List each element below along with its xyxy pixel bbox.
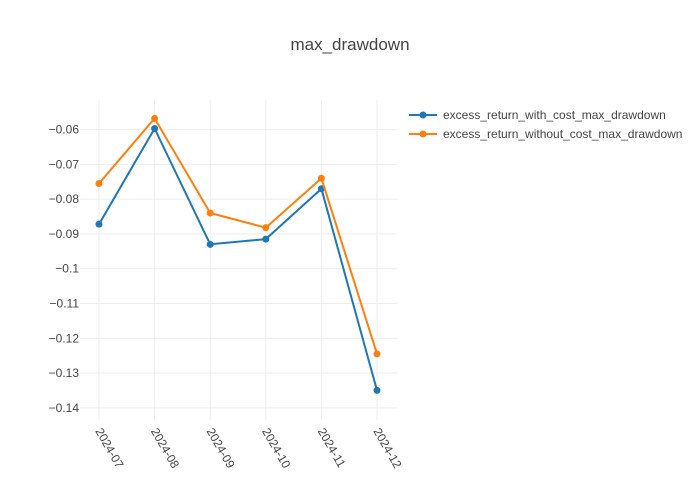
legend-item[interactable]: excess_return_without_cost_max_drawdown bbox=[409, 127, 682, 141]
legend-item[interactable]: excess_return_with_cost_max_drawdown bbox=[409, 108, 666, 122]
y-tick-label: −0.12 bbox=[49, 331, 80, 345]
x-tick-label: 2024-12 bbox=[370, 426, 404, 471]
y-tick-label: −0.09 bbox=[49, 227, 80, 241]
y-tick-label: −0.08 bbox=[49, 192, 80, 206]
chart-title: max_drawdown bbox=[290, 35, 409, 54]
y-axis-ticks: −0.06 −0.07 −0.08 −0.09 −0.1 −0.11 −0.12 −0.13 −… bbox=[49, 123, 80, 415]
y-tick-label: −0.13 bbox=[49, 366, 80, 380]
data-point[interactable] bbox=[373, 350, 381, 358]
data-point[interactable] bbox=[373, 386, 381, 394]
y-tick-label: −0.14 bbox=[49, 401, 80, 415]
x-tick-label: 2024-07 bbox=[92, 426, 126, 471]
series-line bbox=[98, 117, 378, 355]
y-tick-label: −0.1 bbox=[55, 262, 79, 276]
x-tick-label: 2024-08 bbox=[148, 426, 182, 471]
x-tick-label: 2024-11 bbox=[315, 426, 349, 471]
x-tick-label: 2024-09 bbox=[204, 426, 238, 471]
grid-lines bbox=[80, 100, 397, 420]
data-point[interactable] bbox=[262, 224, 270, 232]
data-point[interactable] bbox=[151, 125, 159, 133]
data-point[interactable] bbox=[262, 235, 270, 243]
legend-label: excess_return_without_cost_max_drawdown bbox=[443, 127, 682, 141]
legend[interactable]: excess_return_with_cost_max_drawdownexce… bbox=[409, 108, 682, 141]
y-tick-label: −0.07 bbox=[49, 157, 80, 171]
data-point[interactable] bbox=[151, 114, 159, 122]
data-point[interactable] bbox=[95, 179, 103, 187]
plot-series bbox=[95, 114, 381, 394]
data-point[interactable] bbox=[317, 174, 325, 182]
legend-marker bbox=[419, 130, 427, 138]
x-axis-ticks: 2024-07 2024-08 2024-09 2024-10 2024-11 2024-… bbox=[92, 426, 404, 471]
series-line bbox=[98, 127, 378, 391]
data-point[interactable] bbox=[95, 220, 103, 228]
x-tick-label: 2024-10 bbox=[259, 426, 293, 471]
legend-marker bbox=[419, 111, 427, 119]
data-point[interactable] bbox=[206, 209, 214, 217]
legend-label: excess_return_with_cost_max_drawdown bbox=[443, 108, 666, 122]
data-point[interactable] bbox=[206, 240, 214, 248]
y-tick-label: −0.11 bbox=[50, 296, 80, 310]
y-tick-label: −0.06 bbox=[49, 123, 80, 137]
